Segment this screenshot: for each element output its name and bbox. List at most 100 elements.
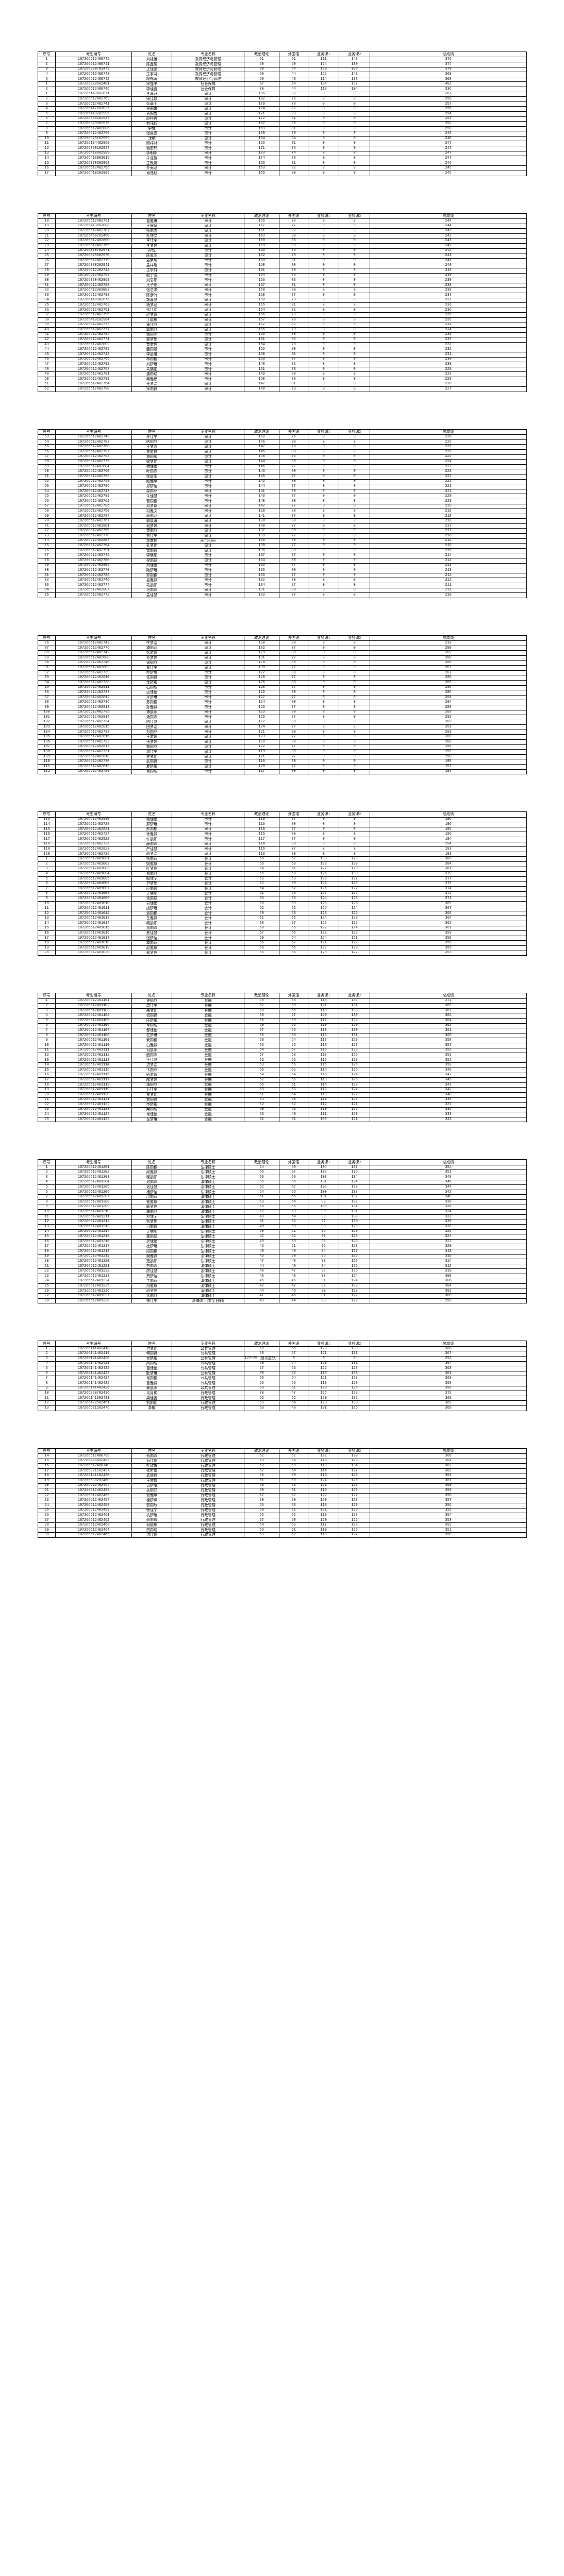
table-row: 5 107266612401105 庄晓彤 金融 56 59 117 132 364 [38, 1018, 527, 1024]
cell-5: 82 [279, 91, 308, 97]
cell-3: 公共管理 [172, 1366, 244, 1371]
cell-1: 107266140802871 [55, 91, 132, 97]
cell-2: 毕佳慧 [131, 1057, 172, 1063]
cell-2: 黄雨欣 [131, 528, 172, 534]
cell-4: 43 [244, 1273, 279, 1279]
cell-5: 77 [279, 583, 308, 588]
cell-6: 0 [308, 578, 339, 583]
cell-0: 18 [38, 218, 56, 224]
cell-0: 49 [38, 371, 56, 378]
cell-6: 97 [308, 1219, 339, 1225]
cell-7: 130 [339, 1370, 370, 1377]
cell-8: 198 [370, 759, 527, 765]
cell-8: 220 [370, 494, 527, 499]
cell-6: 0 [308, 759, 339, 765]
cell-2: 程莉媛 [131, 106, 172, 112]
cell-8: 194 [370, 841, 527, 848]
table-row: 90 107266612402740 钱雨欣 审计 128 80 0 0 208 [38, 660, 527, 666]
cell-4: 53 [244, 1199, 279, 1205]
cell-7: 0 [339, 287, 370, 293]
cell-2: 张佳瑶 [131, 307, 172, 313]
cell-7: 0 [339, 302, 370, 308]
cell-5: 80 [279, 558, 308, 564]
table-row: 114 107266612402728 邢梦琳 审计 116 80 0 0 196 [38, 822, 527, 827]
cell-5: 52 [279, 1493, 308, 1499]
cell-7: 128 [339, 1366, 370, 1371]
cell-4: 179 [244, 101, 279, 107]
cell-7: 0 [339, 131, 370, 137]
page-gap [0, 956, 564, 993]
cell-5: 80 [279, 509, 308, 514]
cell-3: 审计 [172, 724, 244, 730]
cell-3: 审计 [172, 587, 244, 594]
table-header-row: 序号 考生编号 姓名 专业名称 政治理论 外国语 业务课1 业务课2 总成绩 [38, 1448, 527, 1454]
cell-7: 126 [339, 1067, 370, 1073]
cell-8: 204 [370, 700, 527, 705]
cell-2: 姜雨涵 [131, 347, 172, 353]
cell-5: 77 [279, 503, 308, 510]
cell-5: 51 [279, 1527, 308, 1533]
cell-4: 157 [244, 317, 279, 323]
cell-6: 0 [308, 342, 339, 348]
cell-2: 宋雨薇 [131, 386, 172, 392]
cell-3: 行政管理 [172, 1453, 244, 1459]
cell-3: 审计 [172, 218, 244, 224]
cell-8: 195 [370, 826, 527, 833]
table-row: 30 107266370402969 刘思彤 审计 156 83 0 0 239 [38, 278, 527, 283]
cell-5: 78 [279, 101, 308, 107]
table-row: 24 107266612402458 郭雨欣 行政管理 56 53 118 129 356 [38, 1502, 527, 1509]
cell-0: 118 [38, 841, 56, 848]
score-table: 序号 考生编号 姓名 专业名称 政治理论 外国语 业务课1 业务课2 总成绩 1 107266612… [38, 1159, 527, 1304]
cell-3: 审计 [172, 841, 244, 848]
cell-5: 79 [279, 386, 308, 392]
cell-8: 235 [370, 312, 527, 318]
cell-7: 122 [339, 1107, 370, 1113]
cell-2: 刘格维 [131, 57, 172, 62]
cell-8: 221 [370, 488, 527, 495]
cell-6: 0 [308, 754, 339, 760]
cell-7: 0 [339, 366, 370, 372]
cell-6: 124 [308, 62, 339, 67]
document-page: 序号 考生编号 姓名 专业名称 政治理论 外国语 业务课1 业务课2 总成绩 14 10726661… [0, 1448, 564, 1538]
cell-4: 166 [244, 141, 279, 147]
table-row: 6 107266612401006 尹梦瑶 会计 62 60 125 128 375 [38, 881, 527, 887]
cell-4: 52 [244, 1077, 279, 1083]
cell-7: 0 [339, 583, 370, 588]
cell-7: 128 [339, 1522, 370, 1528]
cell-8: 369 [370, 901, 527, 907]
cell-5: 64 [279, 81, 308, 87]
cell-0: 15 [38, 1067, 56, 1073]
cell-0: 109 [38, 754, 56, 760]
cell-2: 蔡梦瑶 [131, 1092, 172, 1098]
cell-7: 127 [339, 876, 370, 882]
cell-0: 94 [38, 680, 56, 686]
cell-2: 黄雅婷 [131, 342, 172, 348]
cell-4: 54 [244, 1164, 279, 1171]
cell-8: 215 [370, 548, 527, 554]
cell-2: 王佳圆 [131, 66, 172, 73]
cell-3: 审计 [172, 101, 244, 107]
cell-3: 审计 [172, 302, 244, 308]
table-row: 74 107266612402803 金雅楠 австралия 136 80 0 0 216 [38, 538, 527, 544]
table-row: 29 107266612402464 贺雨萌 行政管理 56 51 119 125 351 [38, 1527, 527, 1533]
cell-4: 152 [244, 322, 279, 328]
cell-2: 段雨桐 [131, 1248, 172, 1255]
cell-2: 冯雅文 [131, 509, 172, 514]
cell-1: 107266612402816 [55, 734, 132, 740]
cell-7: 104 [339, 86, 370, 92]
cell-8: 219 [370, 503, 527, 510]
cell-7: 0 [339, 822, 370, 827]
cell-6: 91 [308, 1293, 339, 1299]
table-header-row: 序号 考生编号 姓名 专业名称 政治理论 外国语 业务课1 业务课2 总成绩 [38, 51, 527, 58]
cell-3: 教育经济与管理 [172, 76, 244, 82]
cell-1: 107266612402821 [55, 826, 132, 833]
cell-6: 0 [308, 253, 339, 259]
table-row: 112 107266612402729 肖雨萌 审计 117 80 0 0 197 [38, 769, 527, 775]
cell-1: 107266612402757 [55, 366, 132, 372]
cell-6: 0 [308, 709, 339, 716]
cell-8: 357 [370, 1042, 527, 1048]
cell-2: 成雅静 [131, 1170, 172, 1176]
cell-7: 128 [339, 1513, 370, 1518]
cell-1: 107266612401202 [55, 1170, 132, 1176]
cell-1: 107266612402738 [55, 680, 132, 686]
